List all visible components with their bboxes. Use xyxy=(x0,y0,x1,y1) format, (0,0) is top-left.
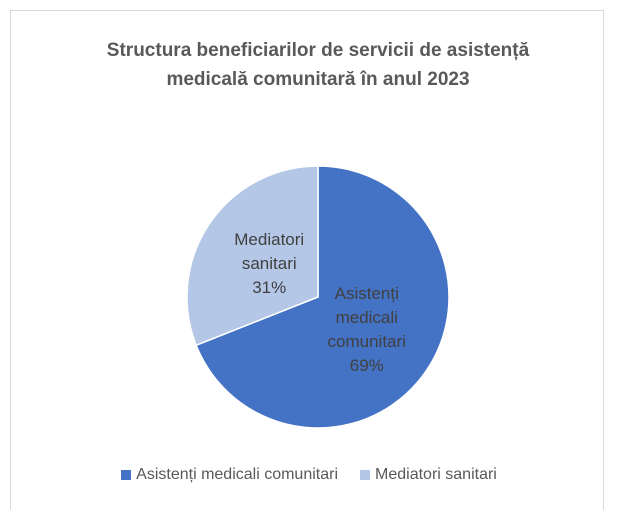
data-label-category: Asistenți medicali comunitari xyxy=(327,284,406,352)
legend-swatch xyxy=(360,470,371,480)
data-label-value: 31% xyxy=(252,277,287,297)
legend-label: Mediatori sanitari xyxy=(375,466,497,483)
pie-slice xyxy=(186,165,319,347)
data-label-category: Mediatori sanitari xyxy=(234,229,305,273)
chart-title: Structura beneficiarilor de servicii de … xyxy=(106,40,530,90)
chart-frame xyxy=(10,10,604,510)
legend-item: Mediatori sanitari xyxy=(360,466,497,484)
data-label: Asistenți medicali comunitari 69% xyxy=(309,282,425,378)
legend: Asistenți medicali comunitari Mediatori s… xyxy=(0,466,618,484)
data-label: Mediatori sanitari 31% xyxy=(211,228,327,300)
data-label-value: 69% xyxy=(349,356,384,376)
pie-slice xyxy=(195,165,450,429)
legend-label: Asistenți medicali comunitari xyxy=(136,466,339,483)
legend-swatch xyxy=(121,470,132,480)
legend-item: Asistenți medicali comunitari xyxy=(121,466,338,484)
